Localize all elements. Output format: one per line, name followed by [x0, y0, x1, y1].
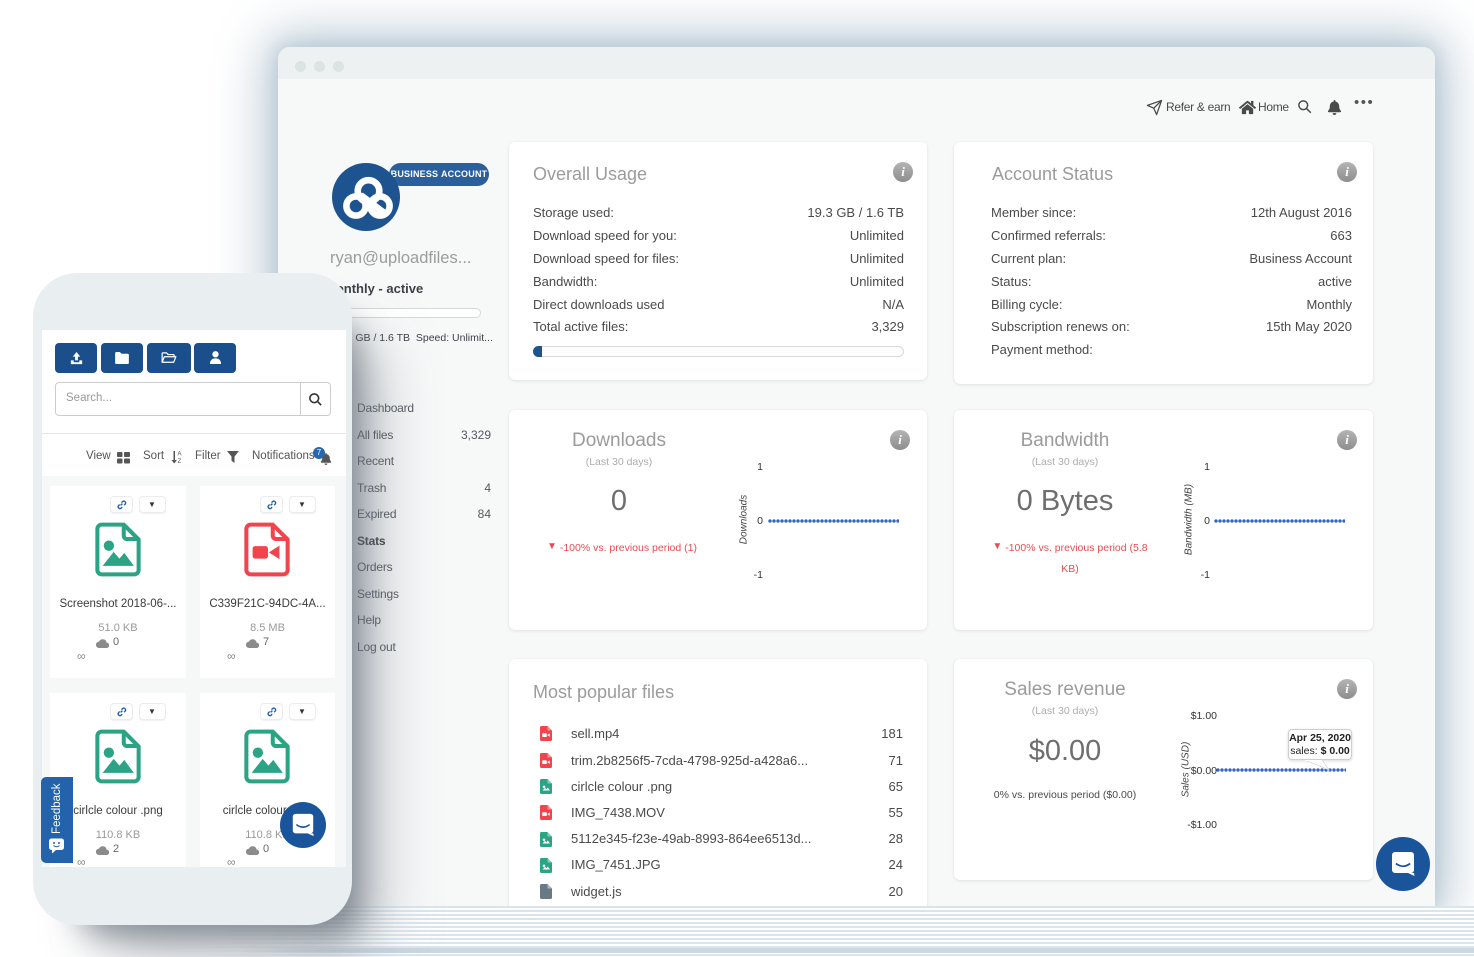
svg-text:A: A	[178, 452, 182, 458]
svg-text:Z: Z	[178, 459, 182, 464]
